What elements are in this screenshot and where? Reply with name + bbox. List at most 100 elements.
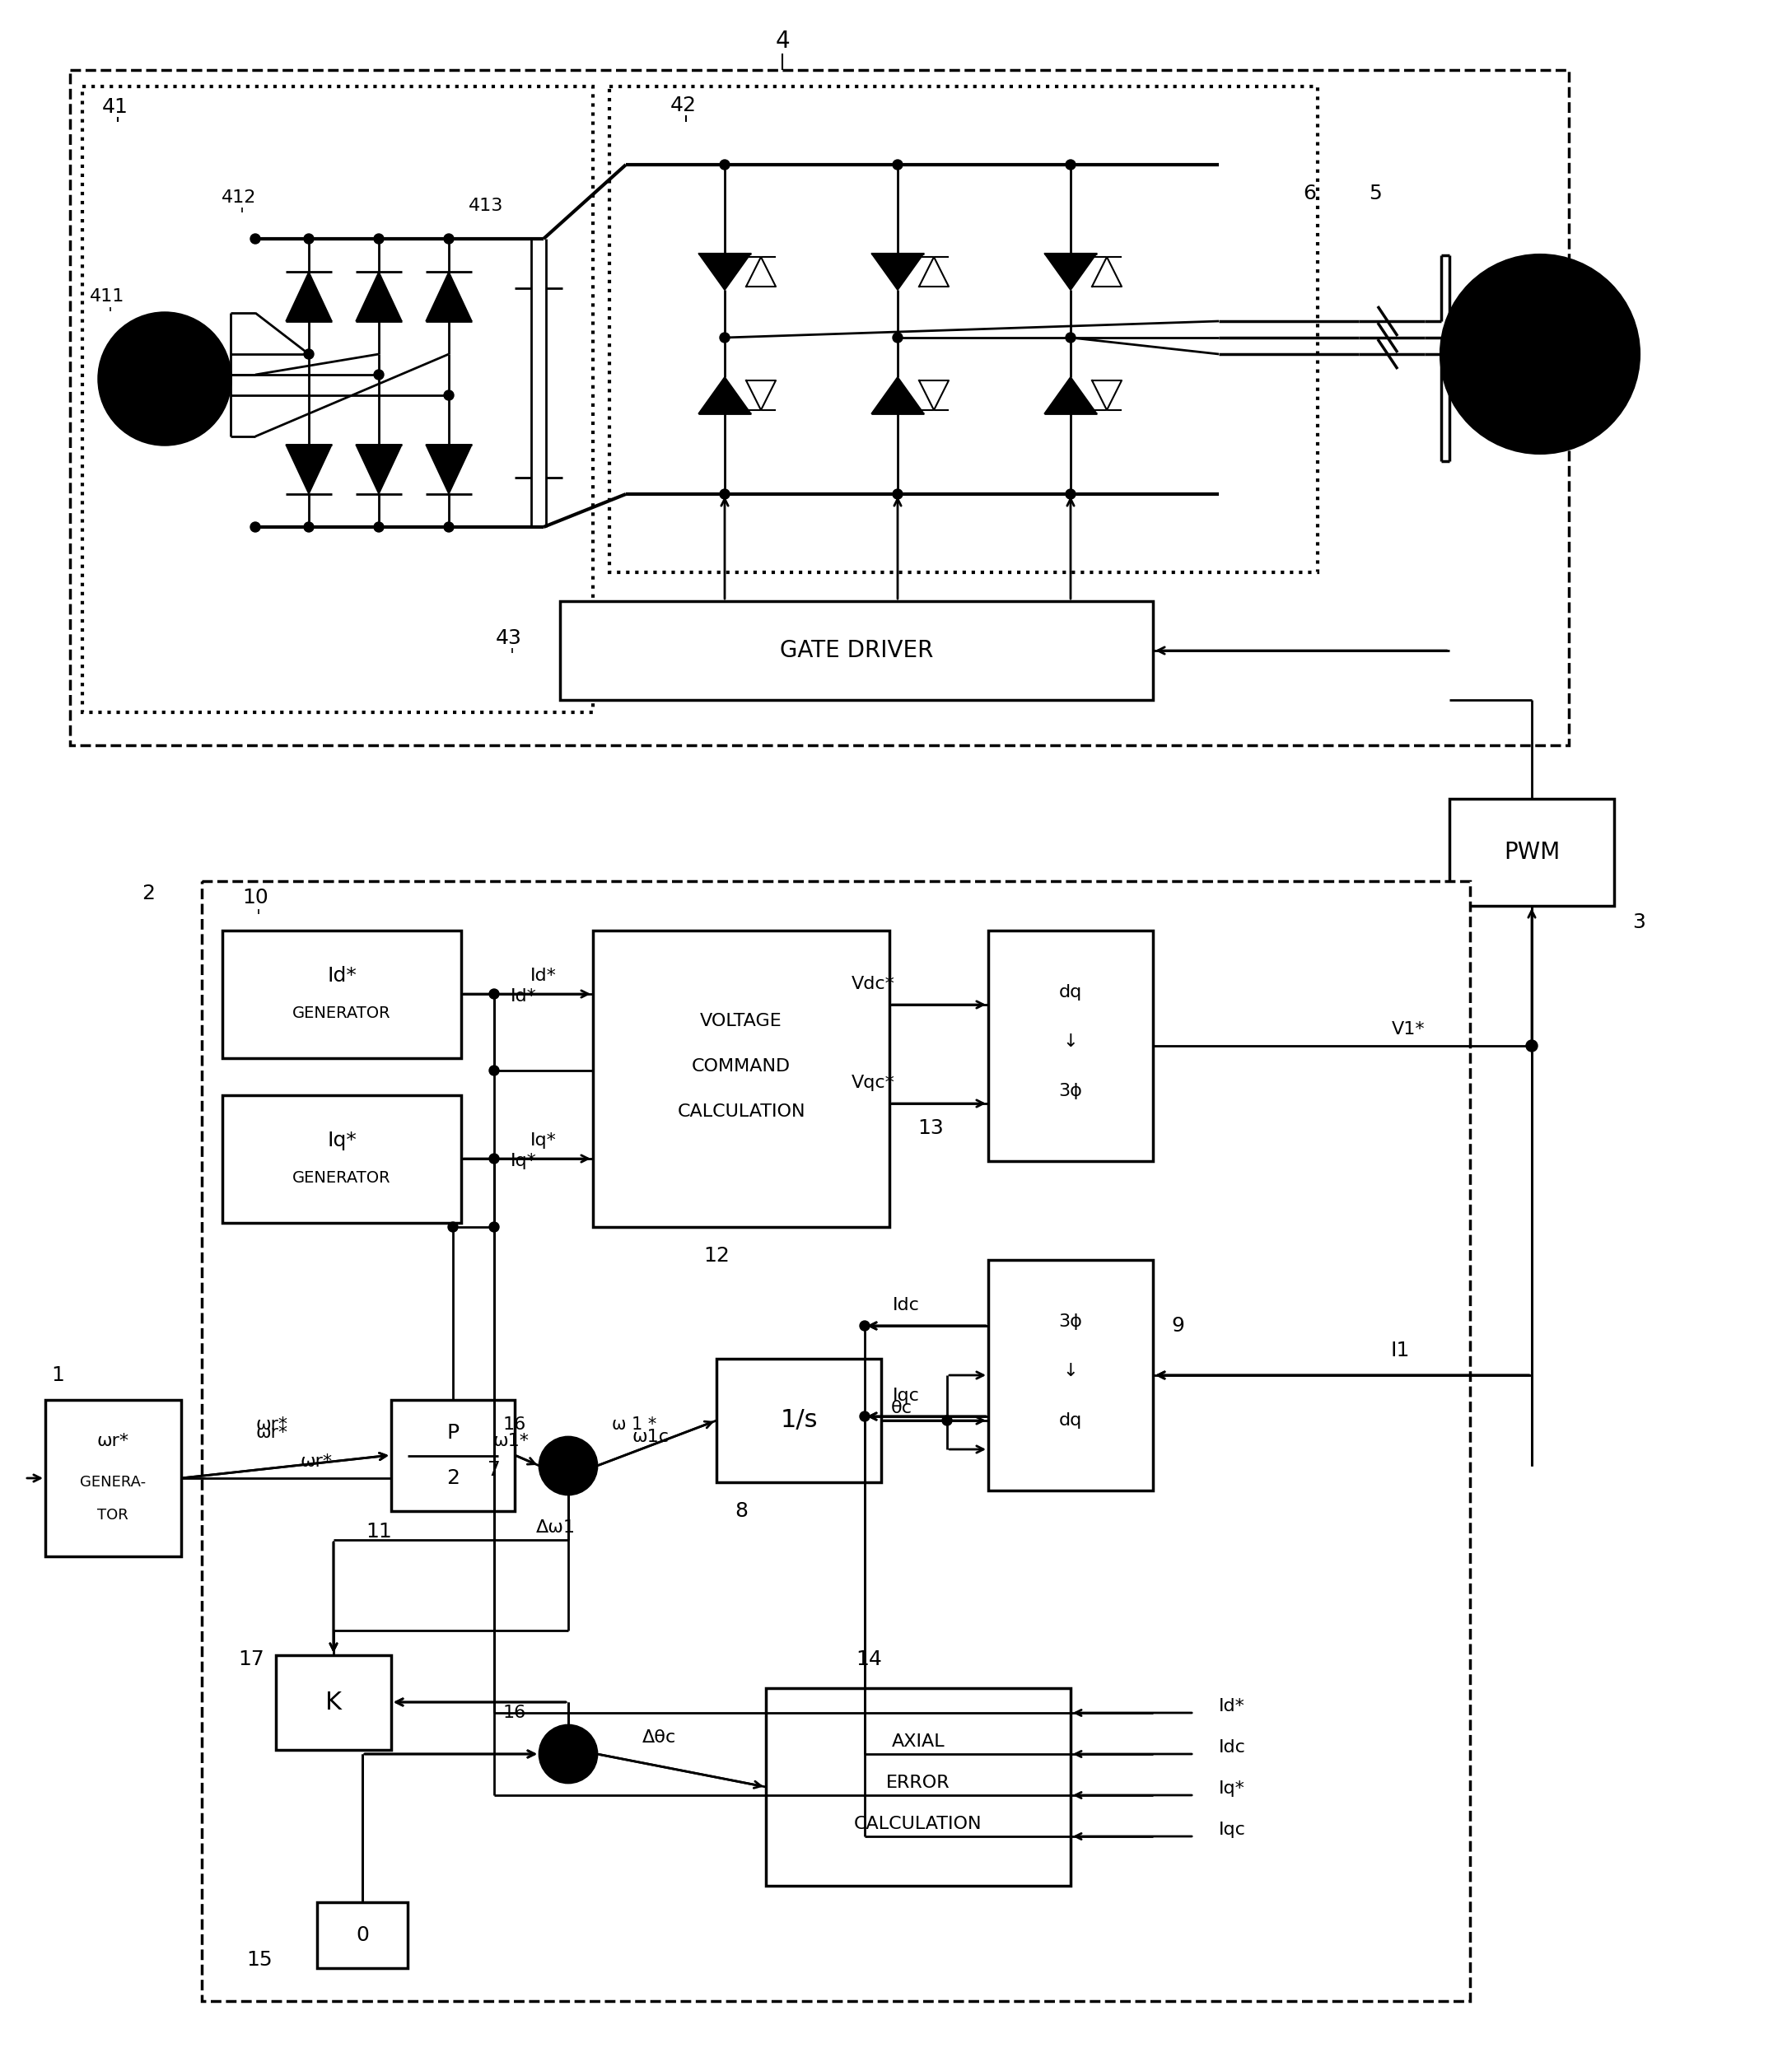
Circle shape: [444, 390, 453, 400]
Text: ωr*: ωr*: [97, 1433, 129, 1450]
Text: 4: 4: [776, 29, 790, 54]
Text: Id*: Id*: [1219, 1697, 1245, 1714]
Text: ERROR: ERROR: [887, 1775, 950, 1792]
Text: COMMAND: COMMAND: [692, 1058, 790, 1074]
Text: 5: 5: [1369, 184, 1382, 204]
Text: ωr*: ωr*: [254, 1417, 287, 1433]
Circle shape: [305, 522, 314, 532]
Text: 411: 411: [90, 289, 124, 305]
Polygon shape: [357, 445, 401, 495]
Polygon shape: [1045, 377, 1097, 414]
Text: 15: 15: [246, 1951, 272, 1969]
Polygon shape: [426, 272, 471, 322]
Text: VOLTAGE: VOLTAGE: [701, 1012, 783, 1029]
Bar: [222, 930, 461, 1058]
Text: 2: 2: [446, 1468, 459, 1489]
Text: Δω1: Δω1: [536, 1520, 575, 1536]
Text: 42: 42: [670, 95, 697, 115]
Text: +: +: [547, 1468, 561, 1485]
Circle shape: [99, 313, 231, 445]
Text: Idc: Idc: [1219, 1738, 1245, 1755]
Circle shape: [1066, 159, 1075, 169]
Text: AXIAL: AXIAL: [892, 1734, 944, 1751]
Bar: [391, 1400, 514, 1511]
Text: PM: PM: [1518, 342, 1561, 367]
Circle shape: [539, 1437, 597, 1495]
Text: 6: 6: [1303, 184, 1315, 204]
Polygon shape: [357, 272, 401, 322]
Text: 13: 13: [918, 1118, 944, 1138]
Bar: [45, 1400, 181, 1557]
Text: 7: 7: [487, 1460, 500, 1481]
Polygon shape: [699, 377, 751, 414]
Circle shape: [1066, 332, 1075, 342]
Circle shape: [448, 1223, 459, 1231]
Text: 1: 1: [52, 1365, 65, 1386]
Text: θc: θc: [891, 1400, 912, 1417]
Text: ↓: ↓: [1063, 1033, 1079, 1050]
Text: 413: 413: [468, 198, 504, 214]
Circle shape: [489, 1066, 498, 1076]
Text: 41: 41: [102, 97, 129, 118]
Text: dq: dq: [1059, 1412, 1082, 1429]
Circle shape: [860, 1322, 869, 1330]
Circle shape: [892, 489, 903, 499]
Text: dq: dq: [1059, 984, 1082, 1000]
Polygon shape: [745, 381, 776, 410]
Bar: [987, 930, 1152, 1161]
Text: 17: 17: [238, 1650, 263, 1670]
Text: Idc: Idc: [892, 1297, 919, 1313]
Bar: [1450, 798, 1615, 905]
Bar: [609, 87, 1317, 573]
Text: 412: 412: [222, 190, 256, 206]
Text: ω1c: ω1c: [633, 1429, 668, 1445]
Polygon shape: [871, 254, 925, 291]
Text: ω 1 *: ω 1 *: [611, 1417, 656, 1433]
Circle shape: [943, 1417, 952, 1425]
Text: Iq*: Iq*: [511, 1153, 538, 1169]
Text: TOR: TOR: [97, 1507, 129, 1522]
Circle shape: [444, 233, 453, 243]
Circle shape: [720, 489, 729, 499]
Text: Id*: Id*: [328, 965, 357, 986]
Circle shape: [860, 1412, 869, 1421]
Bar: [593, 930, 889, 1227]
Text: ωr*: ωr*: [256, 1425, 289, 1441]
Text: Vdc*: Vdc*: [851, 975, 894, 992]
Circle shape: [251, 522, 260, 532]
Text: 9: 9: [1172, 1316, 1185, 1336]
Circle shape: [1066, 489, 1075, 499]
Bar: [765, 1689, 1070, 1887]
Text: Id*: Id*: [511, 988, 538, 1004]
Text: Iqc: Iqc: [892, 1388, 919, 1404]
Text: 10: 10: [242, 889, 269, 907]
Text: V1*: V1*: [1392, 1021, 1425, 1037]
Circle shape: [375, 522, 383, 532]
Text: GENERATOR: GENERATOR: [292, 1169, 391, 1186]
Bar: [82, 87, 593, 711]
Circle shape: [720, 159, 729, 169]
Polygon shape: [745, 258, 776, 287]
Bar: [202, 880, 1469, 2000]
Circle shape: [375, 233, 383, 243]
Text: PWM: PWM: [1503, 841, 1559, 864]
Bar: [70, 70, 1568, 744]
Text: 3ϕ: 3ϕ: [1059, 1083, 1082, 1099]
Text: ω1*: ω1*: [493, 1433, 529, 1450]
Text: Iq*: Iq*: [1219, 1780, 1245, 1796]
Text: Id*: Id*: [530, 967, 557, 984]
Text: -: -: [550, 1755, 557, 1773]
Text: CALCULATION: CALCULATION: [677, 1103, 805, 1120]
Text: 43: 43: [496, 629, 521, 647]
Bar: [559, 602, 1152, 699]
Text: Vqc*: Vqc*: [851, 1074, 894, 1091]
Text: Iq*: Iq*: [530, 1132, 557, 1149]
Polygon shape: [1045, 254, 1097, 291]
Text: Iq*: Iq*: [328, 1130, 357, 1151]
Polygon shape: [919, 258, 948, 287]
Bar: [987, 1260, 1152, 1491]
Bar: [317, 1903, 407, 1967]
Text: 12: 12: [702, 1245, 729, 1266]
Circle shape: [489, 1223, 498, 1231]
Text: ↓: ↓: [1063, 1363, 1079, 1379]
